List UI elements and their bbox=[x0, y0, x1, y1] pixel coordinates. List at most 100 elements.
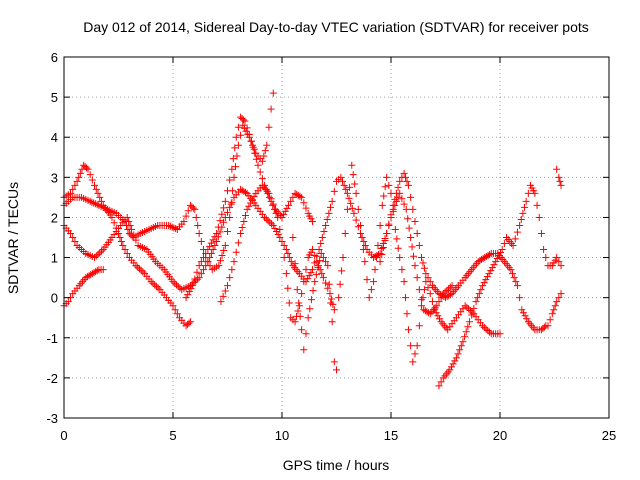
data-point-marker bbox=[298, 326, 306, 334]
data-point-marker bbox=[132, 262, 140, 270]
data-point-marker bbox=[285, 299, 293, 307]
data-point-marker bbox=[75, 173, 83, 181]
data-point-marker bbox=[409, 205, 417, 213]
data-point-marker bbox=[463, 303, 471, 311]
data-point-marker bbox=[349, 171, 357, 179]
data-point-marker bbox=[76, 169, 84, 177]
data-point-marker bbox=[128, 225, 136, 233]
data-point-marker bbox=[221, 242, 229, 250]
data-point-marker bbox=[381, 237, 389, 245]
data-point-marker bbox=[509, 242, 517, 250]
data-point-marker bbox=[394, 183, 402, 191]
data-point-marker bbox=[516, 294, 524, 302]
data-point-marker bbox=[346, 183, 354, 191]
data-point-marker bbox=[519, 209, 527, 217]
data-point-marker bbox=[284, 250, 292, 258]
data-point-marker bbox=[207, 239, 215, 247]
data-point-marker bbox=[97, 247, 105, 255]
data-point-marker bbox=[267, 195, 275, 203]
data-point-marker bbox=[343, 205, 351, 213]
data-point-marker bbox=[343, 189, 351, 197]
data-point-marker bbox=[280, 242, 288, 250]
data-point-marker bbox=[348, 161, 356, 169]
data-point-marker bbox=[84, 165, 92, 173]
data-point-marker bbox=[415, 322, 423, 330]
data-point-marker bbox=[445, 285, 453, 293]
series-track-b bbox=[60, 89, 277, 274]
data-point-marker bbox=[206, 254, 214, 262]
data-point-marker bbox=[271, 224, 279, 232]
data-point-marker bbox=[180, 217, 188, 225]
data-point-marker bbox=[403, 310, 411, 318]
data-point-marker bbox=[302, 204, 310, 212]
data-point-marker bbox=[168, 223, 176, 231]
data-point-marker bbox=[251, 149, 259, 157]
data-point-marker bbox=[456, 346, 464, 354]
data-point-marker bbox=[216, 257, 224, 265]
data-point-marker bbox=[425, 309, 433, 317]
data-point-marker bbox=[497, 249, 505, 257]
data-point-marker bbox=[227, 200, 235, 208]
data-point-marker bbox=[229, 155, 237, 163]
data-point-marker bbox=[165, 221, 173, 229]
data-point-marker bbox=[119, 242, 127, 250]
data-point-marker bbox=[254, 161, 262, 169]
data-point-marker bbox=[287, 197, 295, 205]
data-point-marker bbox=[363, 276, 371, 284]
data-point-marker bbox=[358, 234, 366, 241]
data-point-marker bbox=[197, 270, 205, 278]
data-point-marker bbox=[435, 382, 443, 390]
data-markers bbox=[60, 89, 565, 390]
data-point-marker bbox=[540, 323, 548, 331]
data-point-marker bbox=[219, 292, 227, 300]
data-point-marker bbox=[389, 201, 397, 209]
data-point-marker bbox=[433, 302, 441, 310]
data-point-marker bbox=[194, 221, 202, 229]
data-point-marker bbox=[240, 217, 248, 225]
data-point-marker bbox=[404, 326, 412, 334]
data-point-marker bbox=[221, 287, 229, 295]
data-point-marker bbox=[291, 260, 299, 268]
data-point-marker bbox=[262, 215, 270, 223]
data-point-marker bbox=[482, 325, 490, 333]
data-point-marker bbox=[374, 242, 382, 250]
data-point-marker bbox=[285, 201, 293, 209]
series-track-j bbox=[435, 181, 565, 390]
data-point-marker bbox=[485, 270, 493, 278]
data-point-marker bbox=[548, 310, 556, 318]
data-point-marker bbox=[193, 268, 201, 276]
data-point-marker bbox=[283, 204, 291, 212]
data-point-marker bbox=[418, 302, 426, 310]
data-point-marker bbox=[531, 189, 539, 197]
data-point-marker bbox=[234, 123, 242, 131]
data-point-marker bbox=[318, 234, 326, 241]
data-point-marker bbox=[327, 295, 335, 303]
data-point-marker bbox=[228, 165, 236, 173]
data-point-marker bbox=[345, 194, 353, 202]
data-point-marker bbox=[239, 121, 247, 129]
data-point-marker bbox=[224, 227, 231, 235]
data-point-marker bbox=[88, 176, 96, 184]
data-point-marker bbox=[555, 294, 563, 302]
data-point-marker bbox=[542, 254, 550, 262]
series-track-g bbox=[289, 234, 340, 374]
data-point-marker bbox=[396, 177, 404, 185]
data-point-marker bbox=[92, 185, 100, 193]
data-point-marker bbox=[338, 177, 346, 185]
data-point-marker bbox=[480, 279, 488, 287]
data-point-marker bbox=[459, 338, 467, 346]
data-point-marker bbox=[256, 168, 264, 176]
data-point-marker bbox=[393, 235, 401, 243]
x-tick-label: 10 bbox=[275, 428, 289, 443]
data-point-marker bbox=[446, 291, 454, 299]
data-point-marker bbox=[482, 276, 490, 284]
data-point-marker bbox=[381, 183, 389, 191]
data-point-marker bbox=[261, 213, 269, 221]
data-point-marker bbox=[432, 309, 440, 317]
data-point-marker bbox=[498, 246, 506, 254]
data-point-marker bbox=[556, 177, 564, 185]
data-point-marker bbox=[462, 328, 470, 336]
data-point-marker bbox=[139, 268, 147, 276]
series-track-a bbox=[60, 161, 194, 330]
data-point-marker bbox=[347, 199, 355, 207]
